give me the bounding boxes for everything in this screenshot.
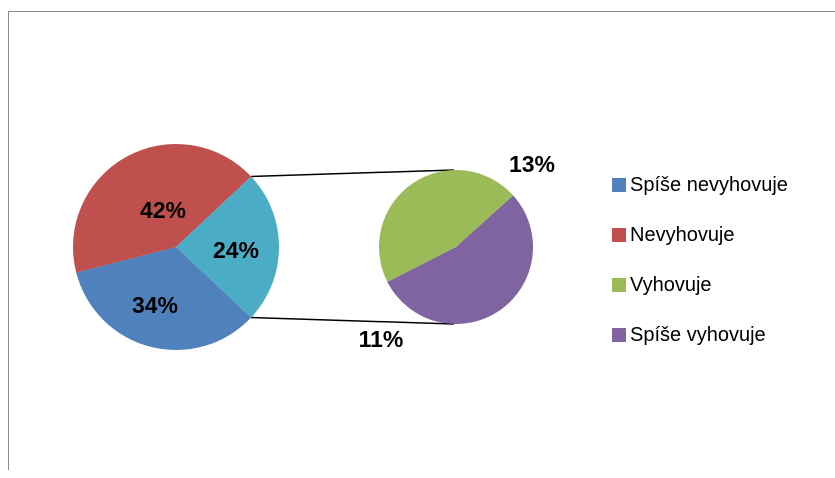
main-slice-nevyhovuje <box>73 144 252 273</box>
legend-label: Vyhovuje <box>630 273 712 296</box>
connector-lines <box>251 169 455 325</box>
secondary-pie <box>378 170 533 325</box>
data-label-spise-vyhovuje: 13% <box>509 151 555 177</box>
data-labels: 42% 24% 34% 13% 11% <box>132 151 555 352</box>
data-label-vyhovuje: 11% <box>359 326 404 352</box>
connector-line-top <box>251 169 455 178</box>
data-label-spise-nevyhovuje: 34% <box>132 292 178 318</box>
secondary-slice-vyhovuje <box>378 170 514 282</box>
legend-swatch <box>612 328 626 342</box>
main-slice-spise-nevyhovuje <box>76 247 252 350</box>
legend-item-vyhovuje[interactable]: Vyhovuje <box>612 260 827 310</box>
main-pie <box>73 144 279 350</box>
legend-item-spise-nevyhovuje[interactable]: Spíše nevyhovuje <box>612 160 827 210</box>
connector-line-bottom <box>251 316 455 325</box>
data-label-nevyhovuje: 42% <box>140 197 186 223</box>
legend-swatch <box>612 228 626 242</box>
legend: Spíše nevyhovuje Nevyhovuje Vyhovuje Spí… <box>612 160 827 360</box>
legend-label: Spíše nevyhovuje <box>630 173 788 196</box>
legend-item-spise-vyhovuje[interactable]: Spíše vyhovuje <box>612 310 827 360</box>
legend-swatch <box>612 278 626 292</box>
data-label-other: 24% <box>213 237 259 263</box>
legend-item-nevyhovuje[interactable]: Nevyhovuje <box>612 210 827 260</box>
legend-label: Nevyhovuje <box>630 223 735 246</box>
main-slice-other <box>176 176 279 318</box>
legend-swatch <box>612 178 626 192</box>
legend-label: Spíše vyhovuje <box>630 323 766 346</box>
secondary-slice-spise-vyhovuje <box>387 195 533 325</box>
